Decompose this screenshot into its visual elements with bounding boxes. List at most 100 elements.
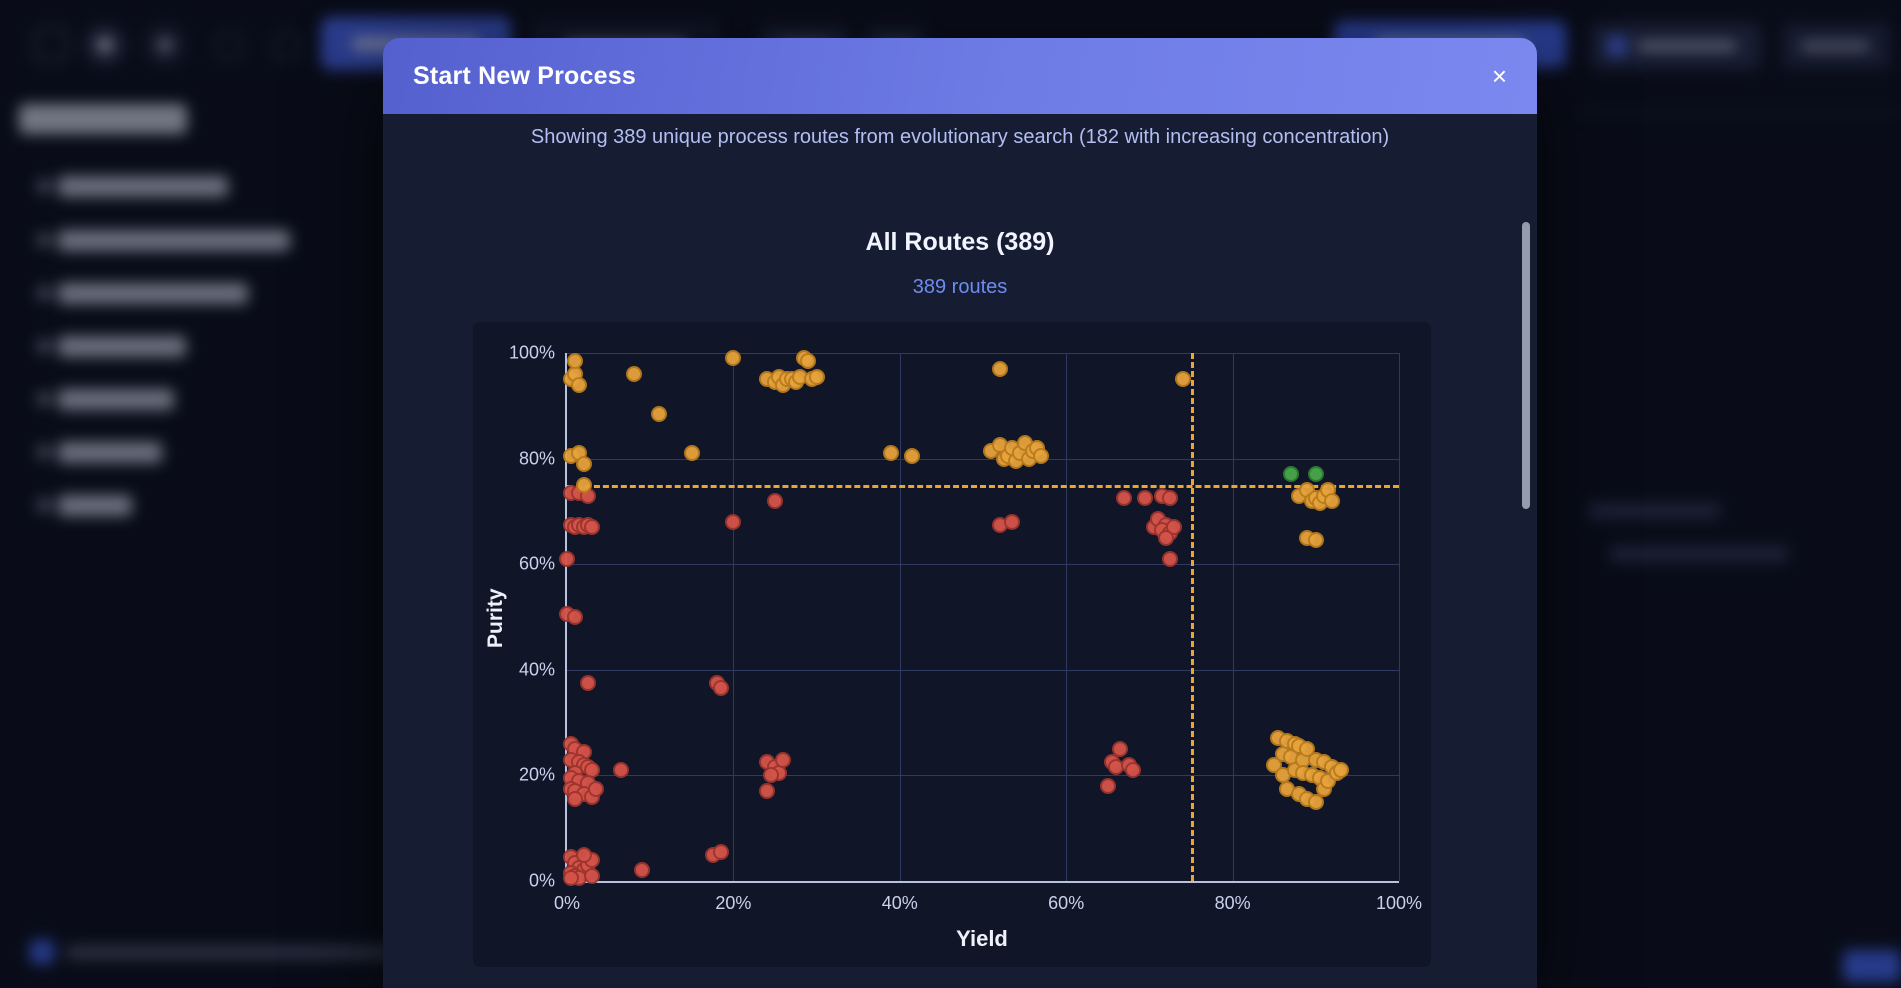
blurred-sidebar-item-icon (38, 340, 50, 352)
blurred-sidebar-item-icon (38, 446, 50, 458)
chart-section-title: All Routes (389) (865, 228, 1055, 256)
blurred-sidebar-item (58, 283, 248, 304)
data-point-green[interactable] (1307, 466, 1324, 483)
data-point-orange[interactable] (1033, 447, 1050, 464)
data-point-red[interactable] (1158, 529, 1175, 546)
blurred-button-label (1800, 41, 1870, 51)
blurred-toolbar-icon (272, 31, 302, 61)
y-axis-label: Purity (484, 588, 507, 648)
threshold-line-yield (1191, 353, 1194, 881)
data-point-red[interactable] (579, 675, 596, 691)
x-tick-label: 80% (1214, 893, 1251, 913)
y-tick-label: 0% (528, 870, 555, 891)
y-tick-label: 60% (518, 553, 555, 574)
data-point-orange[interactable] (683, 445, 700, 462)
data-point-red[interactable] (775, 751, 792, 768)
blurred-sidebar-item (58, 495, 132, 516)
data-point-orange[interactable] (567, 352, 584, 369)
x-tick-label: 40% (881, 893, 918, 913)
scatter-chart-panel: Purity 0% 20% 40% 60% 80% 100% 0% 20% 40% 60% 80% 1… (473, 322, 1431, 967)
data-point-orange[interactable] (800, 352, 817, 369)
blurred-sidebar-item (58, 176, 228, 197)
blurred-sidebar-item-icon (38, 180, 50, 192)
data-point-green[interactable] (1282, 466, 1299, 483)
data-point-orange[interactable] (575, 477, 592, 493)
blurred-sidebar-item-icon (38, 393, 50, 405)
data-point-red[interactable] (1099, 777, 1116, 794)
blurred-text (1588, 503, 1720, 519)
data-point-red[interactable] (767, 492, 783, 509)
data-point-orange[interactable] (1307, 532, 1324, 549)
data-point-red[interactable] (583, 867, 600, 884)
blurred-toolbar-icon (144, 24, 186, 66)
data-point-red[interactable] (1124, 762, 1141, 779)
data-point-red[interactable] (633, 862, 650, 879)
data-point-orange[interactable] (1332, 762, 1349, 779)
blurred-toolbar-icon (84, 24, 126, 66)
data-point-orange[interactable] (1324, 492, 1341, 509)
gridline-horizontal (567, 458, 1399, 460)
close-icon[interactable]: × (1491, 61, 1507, 91)
modal-scrollbar-thumb[interactable] (1522, 222, 1530, 509)
blurred-button-label (1637, 41, 1737, 51)
routes-count-label: 389 routes (912, 276, 1008, 298)
gridline-horizontal (567, 775, 1399, 777)
x-tick-label: 0% (553, 893, 581, 913)
data-point-red[interactable] (1162, 550, 1179, 567)
y-tick-label: 40% (518, 659, 555, 680)
data-point-red[interactable] (1004, 513, 1021, 530)
blurred-sidebar-item-icon (38, 287, 50, 299)
gridline-vertical (1066, 353, 1068, 881)
data-point-red[interactable] (575, 846, 592, 863)
blurred-corner-button (1843, 950, 1901, 982)
gridline-horizontal (567, 669, 1399, 671)
y-tick-label: 80% (518, 448, 555, 469)
data-point-red[interactable] (1116, 490, 1133, 507)
data-point-orange[interactable] (883, 445, 900, 462)
blurred-sidebar-item (58, 442, 162, 463)
data-point-red[interactable] (1162, 490, 1179, 507)
data-point-red[interactable] (1112, 741, 1129, 757)
data-point-red[interactable] (725, 513, 742, 530)
data-point-orange[interactable] (808, 368, 825, 385)
data-point-red[interactable] (712, 680, 729, 697)
data-point-red[interactable] (1137, 490, 1154, 507)
data-point-orange[interactable] (650, 405, 667, 422)
data-point-orange[interactable] (725, 350, 742, 367)
data-point-red[interactable] (712, 843, 729, 860)
blurred-text (1610, 546, 1788, 562)
data-point-orange[interactable] (625, 366, 642, 383)
data-point-orange[interactable] (1174, 371, 1191, 388)
data-point-red[interactable] (559, 550, 575, 567)
plot-area[interactable]: 0% 20% 40% 60% 80% 100% 0% 20% 40% 60% 80% 100% (509, 343, 1422, 914)
blurred-sidebar-heading (19, 104, 187, 134)
y-tick-label: 20% (518, 764, 555, 785)
data-point-orange[interactable] (991, 360, 1008, 377)
data-point-red[interactable] (567, 609, 584, 625)
data-point-red[interactable] (583, 519, 600, 536)
data-point-red[interactable] (588, 780, 605, 797)
blurred-sidebar-item (58, 336, 186, 357)
blurred-sidebar-item-icon (38, 234, 50, 246)
data-point-orange[interactable] (575, 455, 592, 472)
data-point-red[interactable] (762, 767, 779, 784)
x-tick-label: 60% (1048, 893, 1085, 913)
modal-header: Start New Process × (383, 38, 1537, 114)
data-point-red[interactable] (613, 762, 630, 779)
blurred-status-icon (30, 940, 54, 964)
blurred-toolbar-icon (34, 28, 68, 62)
blurred-divider (1576, 112, 1901, 114)
blurred-toolbar-icon (214, 31, 244, 61)
x-tick-label: 100% (1375, 893, 1423, 913)
data-point-orange[interactable] (904, 447, 921, 464)
gridline-vertical (899, 353, 901, 881)
blurred-sidebar-item (58, 230, 290, 251)
data-point-red[interactable] (758, 783, 775, 800)
data-point-orange[interactable] (571, 376, 588, 393)
data-point-red[interactable] (567, 791, 584, 808)
gridline-vertical (733, 353, 735, 881)
gridline-horizontal (567, 353, 1399, 354)
gridline-vertical (1232, 353, 1234, 881)
data-point-red[interactable] (563, 870, 580, 887)
data-point-orange[interactable] (1307, 793, 1324, 810)
